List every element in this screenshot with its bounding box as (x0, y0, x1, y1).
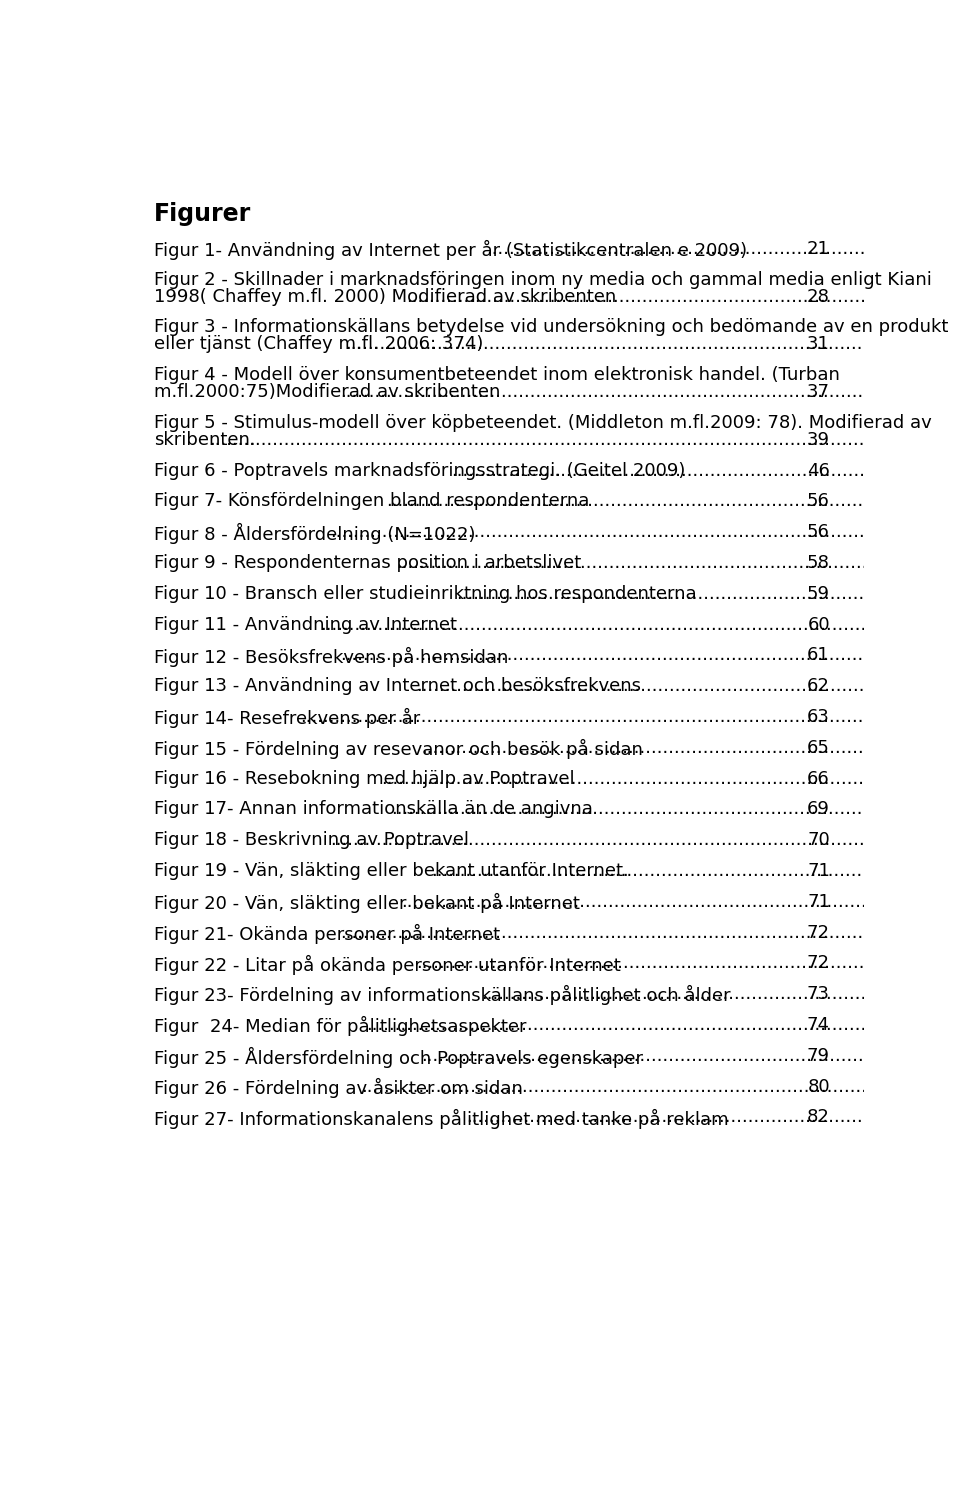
Text: 62: 62 (807, 677, 829, 695)
Text: Figurer: Figurer (155, 202, 252, 226)
Text: 39: 39 (807, 430, 829, 448)
Text: 46: 46 (807, 462, 829, 480)
Text: Figur 23- Fördelning av informationskällans pålitlighet och ålder: Figur 23- Fördelning av informationskäll… (155, 986, 731, 1005)
Text: ................................................................................: ........................................… (330, 831, 960, 849)
Text: 69: 69 (807, 801, 829, 819)
Text: Figur  24- Median för pålitlighetsaspekter: Figur 24- Median för pålitlighetsaspekte… (155, 1016, 527, 1035)
Text: Figur 25 - Åldersfördelning och Poptravels egenskaper: Figur 25 - Åldersfördelning och Poptrave… (155, 1047, 643, 1069)
Text: ................................................................................: ........................................… (401, 892, 960, 911)
Text: ................................................................................: ........................................… (341, 924, 960, 942)
Text: 28: 28 (807, 287, 829, 306)
Text: Figur 18 - Beskrivning av Poptravel: Figur 18 - Beskrivning av Poptravel (155, 831, 469, 849)
Text: ................................................................................: ........................................… (467, 1109, 960, 1126)
Text: 71: 71 (807, 862, 829, 880)
Text: ................................................................................: ........................................… (366, 1016, 960, 1034)
Text: 73: 73 (807, 986, 829, 1004)
Text: 58: 58 (807, 554, 829, 572)
Text: 31: 31 (807, 336, 829, 354)
Text: ................................................................................: ........................................… (431, 862, 960, 880)
Text: Figur 10 - Bransch eller studieinriktning hos respondenterna: Figur 10 - Bransch eller studieinriktnin… (155, 585, 697, 604)
Text: 72: 72 (807, 924, 829, 942)
Text: ................................................................................: ........................................… (482, 986, 960, 1004)
Text: ................................................................................: ........................................… (330, 524, 960, 542)
Text: 60: 60 (807, 616, 829, 634)
Text: Figur 12 - Besöksfrekvens på hemsidan: Figur 12 - Besöksfrekvens på hemsidan (155, 647, 509, 667)
Text: Figur 16 - Resebokning med hjälp av Poptravel: Figur 16 - Resebokning med hjälp av Popt… (155, 769, 575, 787)
Text: Figur 6 - Poptravels marknadsföringsstrategi. (Geitel 2009): Figur 6 - Poptravels marknadsföringsstra… (155, 462, 685, 480)
Text: 56: 56 (807, 492, 829, 510)
Text: Figur 22 - Litar på okända personer utanför Internet: Figur 22 - Litar på okända personer utan… (155, 954, 621, 975)
Text: ................................................................................: ........................................… (406, 287, 960, 306)
Text: ................................................................................: ........................................… (396, 554, 960, 572)
Text: Figur 17- Annan informationskälla än de angivna: Figur 17- Annan informationskälla än de … (155, 801, 593, 819)
Text: Figur 2 - Skillnader i marknadsföringen inom ny media och gammal media enligt Ki: Figur 2 - Skillnader i marknadsföringen … (155, 271, 932, 289)
Text: 37: 37 (807, 384, 829, 402)
Text: 71: 71 (807, 892, 829, 911)
Text: m.fl.2000:75)Modifierad av skribenten: m.fl.2000:75)Modifierad av skribenten (155, 384, 500, 402)
Text: ................................................................................: ........................................… (451, 462, 960, 480)
Text: Figur 20 - Vän, släkting eller bekant på Internet: Figur 20 - Vän, släkting eller bekant på… (155, 892, 580, 914)
Text: ................................................................................: ........................................… (321, 616, 960, 634)
Text: Figur 8 - Åldersfördelning (N=1022): Figur 8 - Åldersfördelning (N=1022) (155, 524, 475, 545)
Text: 1998( Chaffey m.fl. 2000) Modifierad av skribenten: 1998( Chaffey m.fl. 2000) Modifierad av … (155, 287, 616, 306)
Text: 21: 21 (807, 239, 829, 257)
Text: 65: 65 (807, 739, 829, 757)
Text: ................................................................................: ........................................… (456, 585, 960, 604)
Text: 63: 63 (807, 707, 829, 725)
Text: ................................................................................: ........................................… (386, 492, 960, 510)
Text: eller tjänst (Chaffey m.fl. 2006: 374): eller tjänst (Chaffey m.fl. 2006: 374) (155, 336, 484, 354)
Text: ................................................................................: ........................................… (341, 384, 960, 402)
Text: 59: 59 (807, 585, 829, 604)
Text: 82: 82 (807, 1109, 829, 1126)
Text: 56: 56 (807, 524, 829, 542)
Text: Figur 15 - Fördelning av resevanor och besök på sidan: Figur 15 - Fördelning av resevanor och b… (155, 739, 643, 759)
Text: 72: 72 (807, 954, 829, 972)
Text: 66: 66 (807, 769, 829, 787)
Text: ................................................................................: ........................................… (209, 430, 900, 448)
Text: Figur 1- Användning av Internet per år (Statistikcentralen e 2009): Figur 1- Användning av Internet per år (… (155, 239, 747, 260)
Text: Figur 5 - Stimulus-modell över köpbeteendet. (Middleton m.fl.2009: 78). Modifier: Figur 5 - Stimulus-modell över köpbeteen… (155, 414, 932, 432)
Text: ................................................................................: ........................................… (416, 954, 960, 972)
Text: Figur 14- Resefrekvens per år: Figur 14- Resefrekvens per år (155, 707, 420, 728)
Text: Figur 21- Okända personer på Internet: Figur 21- Okända personer på Internet (155, 924, 500, 944)
Text: 80: 80 (807, 1078, 829, 1096)
Text: ................................................................................: ........................................… (361, 1078, 960, 1096)
Text: Figur 19 - Vän, släkting eller bekant utanför Internet.: Figur 19 - Vän, släkting eller bekant ut… (155, 862, 629, 880)
Text: 61: 61 (807, 647, 829, 664)
Text: ................................................................................: ........................................… (416, 677, 960, 695)
Text: 79: 79 (807, 1047, 829, 1066)
Text: 70: 70 (807, 831, 829, 849)
Text: ................................................................................: ........................................… (391, 801, 960, 819)
Text: ................................................................................: ........................................… (346, 336, 960, 354)
Text: ................................................................................: ........................................… (381, 769, 960, 787)
Text: Figur 9 - Respondenternas position i arbetslivet: Figur 9 - Respondenternas position i arb… (155, 554, 582, 572)
Text: Figur 27- Informationskanalens pålitlighet med tanke på reklam: Figur 27- Informationskanalens pålitligh… (155, 1109, 729, 1129)
Text: skribenten.: skribenten. (155, 430, 255, 448)
Text: ................................................................................: ........................................… (341, 647, 960, 664)
Text: Figur 7- Könsfördelningen bland respondenterna: Figur 7- Könsfördelningen bland responde… (155, 492, 589, 510)
Text: ................................................................................: ........................................… (487, 239, 960, 257)
Text: Figur 3 - Informationskällans betydelse vid undersökning och bedömande av en pro: Figur 3 - Informationskällans betydelse … (155, 319, 948, 337)
Text: 74: 74 (807, 1016, 829, 1034)
Text: Figur 4 - Modell över konsumentbeteendet inom elektronisk handel. (Turban: Figur 4 - Modell över konsumentbeteendet… (155, 366, 840, 384)
Text: Figur 13 - Användning av Internet och besöksfrekvens: Figur 13 - Användning av Internet och be… (155, 677, 641, 695)
Text: Figur 11 - Användning av Internet: Figur 11 - Användning av Internet (155, 616, 457, 634)
Text: ................................................................................: ........................................… (421, 739, 960, 757)
Text: ................................................................................: ........................................… (300, 707, 960, 725)
Text: Figur 26 - Fördelning av åsikter om sidan: Figur 26 - Fördelning av åsikter om sida… (155, 1078, 523, 1097)
Text: ................................................................................: ........................................… (421, 1047, 960, 1066)
